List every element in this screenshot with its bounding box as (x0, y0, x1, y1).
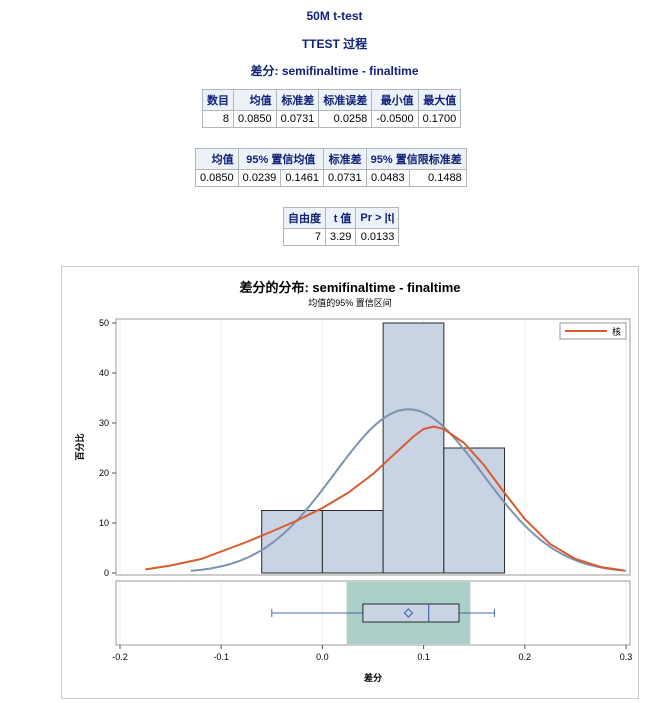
table-header-row: 数目 均值 标准差 标准误差 最小值 最大值 (202, 89, 462, 111)
col-header: Pr > |t| (355, 207, 400, 229)
col-header: 均值 (233, 89, 277, 111)
col-header: t 值 (324, 207, 357, 229)
boxplot-layer (271, 603, 495, 623)
table-cell: 0.0731 (275, 110, 320, 128)
y-axis-label: 百分比 (74, 433, 85, 460)
table-cell: 0.0133 (355, 228, 400, 246)
difference-title: 差分: semifinaltime - finaltime (250, 64, 419, 78)
x-tick-label: 0.1 (417, 652, 430, 662)
y-tick-label: 0 (104, 568, 109, 578)
col-header: 标准差 (322, 148, 367, 170)
table-cell: 0.0731 (322, 169, 367, 187)
distribution-figure: 差分的分布: semifinaltime - finaltime 均值的95% … (61, 266, 639, 699)
table-row: 0.0850 0.0239 0.1461 0.0731 0.0483 0.148… (195, 169, 467, 187)
y-tick-label: 10 (99, 518, 109, 528)
density-curves (145, 408, 627, 572)
table-cell: 0.0850 (233, 110, 277, 128)
table-cell: 7 (283, 228, 326, 246)
x-tick-label: -0.1 (213, 652, 229, 662)
table-cell: 0.1461 (280, 169, 324, 187)
table-cell: 0.1700 (417, 110, 462, 128)
legend: 核 (559, 322, 627, 340)
col-header: 自由度 (283, 207, 326, 229)
chart-title: 差分的分布: semifinaltime - finaltime (239, 280, 460, 295)
histogram-bar (443, 447, 506, 574)
col-header: 标准差 (275, 89, 320, 111)
table-cell: 3.29 (324, 228, 357, 246)
y-tick-label: 20 (99, 468, 109, 478)
col-header: 均值 (195, 148, 239, 170)
table-cell: 8 (202, 110, 234, 128)
table-header-row: 自由度 t 值 Pr > |t| (283, 207, 400, 229)
col-header: 最小值 (371, 89, 419, 111)
ttest-table: 自由度 t 值 Pr > |t| 7 3.29 0.0133 (283, 207, 400, 246)
table-cell: 0.0258 (318, 110, 373, 128)
y-tick-label: 40 (99, 368, 109, 378)
x-tick-label: 0.2 (519, 652, 532, 662)
col-header: 数目 (202, 89, 234, 111)
table-cell: -0.0500 (371, 110, 419, 128)
table-cell: 0.1488 (408, 169, 467, 187)
x-axis-label: 差分 (364, 672, 382, 683)
stats-table: 数目 均值 标准差 标准误差 最小值 最大值 8 0.0850 0.0731 0… (202, 89, 462, 128)
table-cell: 0.0239 (237, 169, 282, 187)
table-header-row: 均值 95% 置信均值 标准差 95% 置信限标准差 (195, 148, 467, 170)
col-header: 标准误差 (318, 89, 373, 111)
kernel-curve (145, 425, 625, 572)
y-tick-label: 30 (99, 418, 109, 428)
ci-table: 均值 95% 置信均值 标准差 95% 置信限标准差 0.0850 0.0239… (195, 148, 467, 187)
distribution-chart: 差分的分布: semifinaltime - finaltime 均值的95% … (74, 280, 632, 683)
table-row: 8 0.0850 0.0731 0.0258 -0.0500 0.1700 (202, 110, 462, 128)
col-header: 95% 置信均值 (237, 148, 324, 170)
axis-layer: -0.2 -0.1 0.0 0.1 0.2 0.3 0 10 20 30 40 50 (99, 318, 632, 662)
table-cell: 0.0483 (365, 169, 410, 187)
y-tick-label: 50 (99, 318, 109, 328)
normal-curve (190, 408, 627, 572)
histogram-bars (261, 322, 506, 574)
iqr-box (362, 603, 460, 623)
table-cell: 0.0850 (195, 169, 239, 187)
col-header: 95% 置信限标准差 (365, 148, 467, 170)
col-header: 最大值 (417, 89, 462, 111)
mean-marker (403, 608, 414, 618)
x-tick-label: -0.2 (112, 652, 128, 662)
x-tick-label: 0.3 (620, 652, 633, 662)
table-row: 7 3.29 0.0133 (283, 228, 400, 246)
legend-label: 核 (612, 326, 621, 337)
histogram-bar (321, 510, 384, 574)
histogram-bar (261, 510, 323, 574)
x-tick-label: 0.0 (316, 652, 329, 662)
page-title: 50M t-test (306, 9, 363, 23)
procedure-title: TTEST 过程 (301, 37, 368, 51)
histogram-bar (382, 322, 445, 574)
chart-subtitle: 均值的95% 置信区间 (308, 297, 392, 308)
